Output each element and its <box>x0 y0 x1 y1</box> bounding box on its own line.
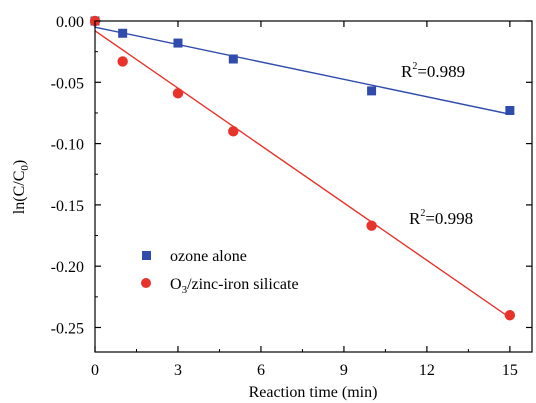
plot-frame <box>94 20 533 353</box>
y-tick-label: -0.10 <box>51 137 84 154</box>
data-point-square <box>118 28 128 38</box>
data-point-circle <box>228 126 239 137</box>
data-point-square <box>367 86 377 96</box>
legend: ozone alone O3/zinc-iron silicate <box>141 248 299 296</box>
data-point-circle <box>117 56 128 67</box>
legend-label-o3: O3/zinc-iron silicate <box>170 276 299 296</box>
x-tick-label: 0 <box>91 362 99 379</box>
x-tick-label: 3 <box>174 362 182 379</box>
data-point-circle <box>504 310 516 321</box>
data-point-circle <box>366 220 377 231</box>
y-tick-label: 0.00 <box>56 14 84 31</box>
x-axis-label: Reaction time (min) <box>249 384 378 401</box>
y-tick-label: -0.20 <box>51 259 84 276</box>
legend-label-ozone: ozone alone <box>170 248 247 265</box>
r2-label-o3: R2=0.998 <box>409 208 473 228</box>
fit-line-series-0 <box>94 26 511 115</box>
x-tick-label: 6 <box>257 362 265 379</box>
x-tick-label: 9 <box>340 362 348 379</box>
legend-marker-ozone <box>142 251 151 260</box>
x-tick-label: 15 <box>502 362 518 379</box>
y-tick-label: -0.25 <box>51 320 84 337</box>
x-tick-label: 12 <box>419 362 435 379</box>
y-tick-label: -0.15 <box>51 198 84 215</box>
r2-label-ozone: R2=0.989 <box>401 61 465 81</box>
y-axis-label: ln(C/C0) <box>11 160 31 214</box>
data-point-circle <box>172 88 184 99</box>
legend-marker-o3 <box>141 278 151 288</box>
data-points-group <box>89 15 516 321</box>
y-tick-label: -0.05 <box>51 75 84 92</box>
data-point-square <box>228 54 238 64</box>
fit-line-series-1 <box>94 30 511 319</box>
fit-lines-group <box>94 26 511 319</box>
data-point-square <box>505 105 515 115</box>
data-point-square <box>173 38 183 48</box>
